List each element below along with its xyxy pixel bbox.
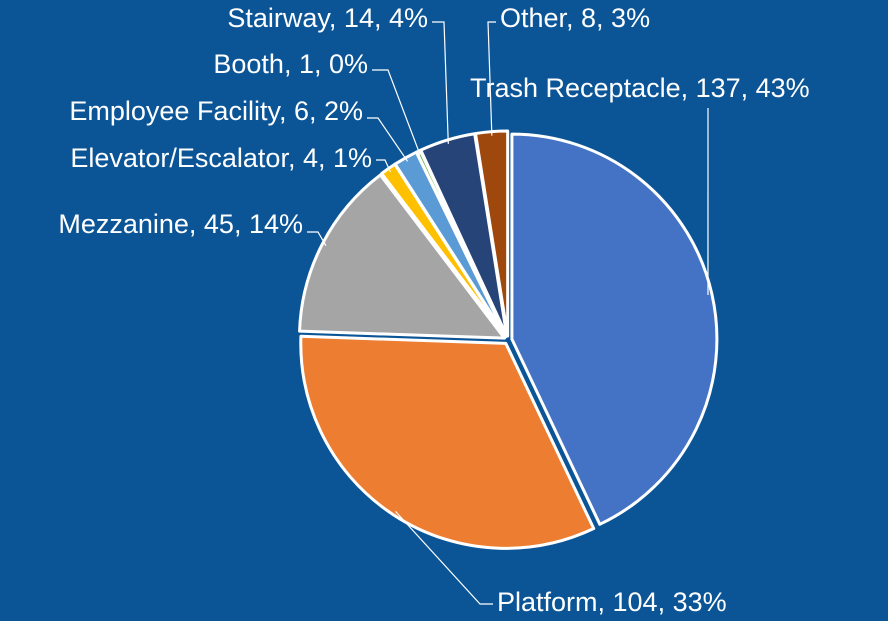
leader-line xyxy=(376,159,392,173)
pie-slice xyxy=(510,132,719,526)
leader-line xyxy=(367,117,409,162)
data-label: Trash Receptacle, 137, 43% xyxy=(470,73,810,103)
data-label: Booth, 1, 0% xyxy=(213,49,368,79)
leader-line xyxy=(307,231,327,247)
leader-line xyxy=(432,21,449,144)
data-label: Elevator/Escalator, 4, 1% xyxy=(70,143,372,173)
leader-line xyxy=(372,69,421,156)
data-label: Other, 8, 3% xyxy=(500,3,650,33)
pie-slice xyxy=(299,334,596,550)
leader-line xyxy=(395,510,493,605)
data-label: Stairway, 14, 4% xyxy=(227,3,428,33)
leader-line xyxy=(487,21,496,136)
data-label: Mezzanine, 45, 14% xyxy=(58,209,303,239)
data-label: Platform, 104, 33% xyxy=(497,587,727,617)
pie-slice xyxy=(298,173,506,340)
data-label: Employee Facility, 6, 2% xyxy=(69,96,363,126)
